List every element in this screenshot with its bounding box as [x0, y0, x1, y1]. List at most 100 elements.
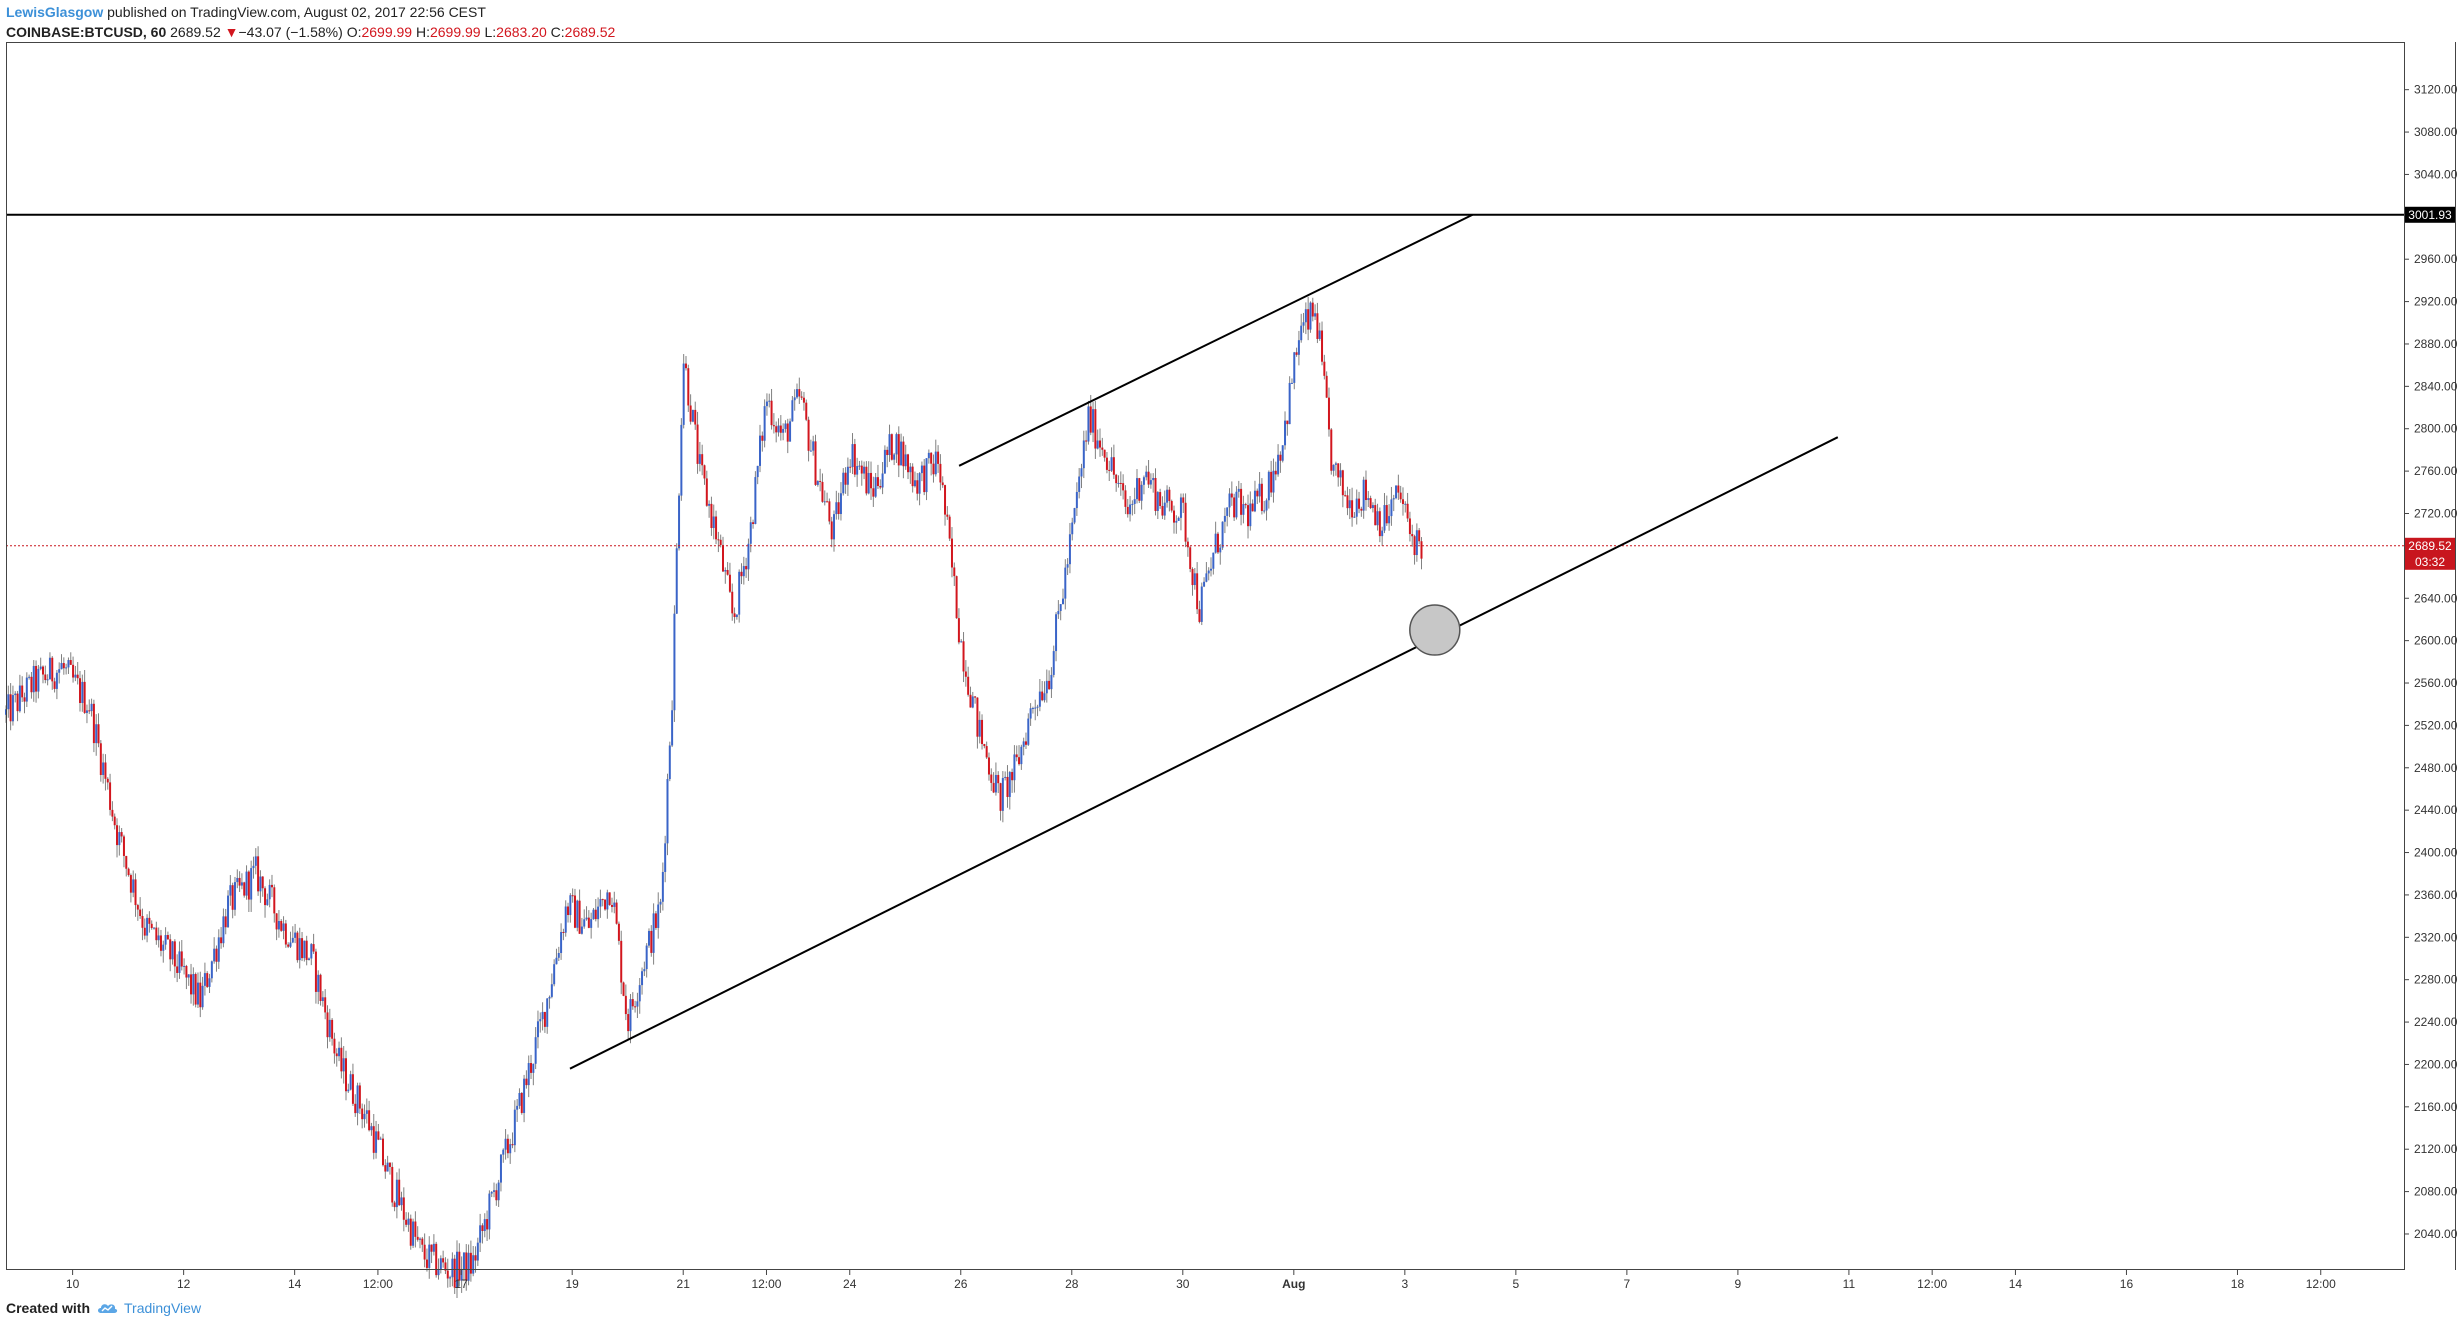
candle-body — [759, 435, 762, 466]
upper-channel-line[interactable] — [958, 213, 1473, 467]
tradingview-link[interactable]: TradingView — [124, 1300, 202, 1316]
candle-body — [1152, 477, 1155, 481]
candle-body — [802, 397, 805, 403]
candle-body — [550, 984, 553, 997]
candle-body — [1293, 352, 1296, 383]
candle-body — [964, 671, 967, 677]
candle-body — [1307, 309, 1310, 330]
close-label: C: — [550, 24, 565, 40]
candle-body — [243, 882, 246, 896]
candle-body — [153, 927, 156, 929]
author-link[interactable]: LewisGlasgow — [6, 4, 104, 20]
candle-body — [1249, 503, 1252, 527]
candle-body — [696, 424, 699, 464]
price-tick-label: 2440.00 — [2414, 803, 2458, 817]
candle-body — [627, 1014, 630, 1032]
candle-body — [1186, 541, 1189, 548]
candle-body — [37, 668, 40, 692]
time-tick-label: 21 — [677, 1277, 691, 1291]
price-tick-label: 2920.00 — [2414, 295, 2458, 309]
time-tick-label: 10 — [66, 1277, 80, 1291]
candle-body — [615, 902, 618, 924]
candle-body — [289, 942, 292, 947]
candle-body — [523, 1078, 526, 1113]
lower-channel-line[interactable] — [569, 436, 1839, 1070]
candle-body — [1136, 478, 1139, 500]
candle-body — [1166, 489, 1169, 503]
candle-body — [1156, 492, 1159, 511]
candle-body — [946, 514, 949, 517]
candle-body — [1098, 440, 1101, 448]
price-tick-label: 2320.00 — [2414, 930, 2458, 944]
candle-body — [462, 1252, 465, 1269]
candle-body — [881, 473, 884, 488]
symbol-label[interactable]: COINBASE:BTCUSD, 60 — [6, 24, 167, 40]
candle-body — [893, 454, 896, 460]
candle-body — [245, 871, 248, 896]
support-test-circle[interactable] — [1409, 604, 1461, 656]
candle-body — [474, 1255, 477, 1261]
candle-body — [664, 843, 667, 872]
candle-body — [259, 876, 262, 892]
candle-body — [1230, 493, 1233, 498]
chart-header: LewisGlasgow published on TradingView.co… — [6, 2, 2446, 40]
candle-body — [631, 999, 634, 1007]
candle-body — [157, 935, 160, 941]
time-axis: 10 12 14 12:00 17 19 21 12:00 24 26 28 30 Aug 3 5 7 9 11 1… — [66, 1270, 2336, 1291]
candle-body — [678, 495, 681, 549]
candle-body — [358, 1085, 361, 1109]
candle-body — [1064, 567, 1067, 599]
candle-body — [240, 882, 243, 886]
candle-body — [317, 974, 320, 992]
candle-body — [601, 899, 604, 901]
candle-body — [1057, 611, 1060, 615]
candle-body — [904, 454, 907, 467]
drawings[interactable] — [6, 213, 2404, 1070]
candle-body — [747, 543, 750, 570]
candle-body — [333, 1038, 336, 1054]
candle-body — [909, 466, 912, 473]
candle-body — [978, 719, 981, 737]
time-tick-label: 26 — [954, 1277, 968, 1291]
candle-body — [1404, 503, 1407, 505]
price-tick-label: 3040.00 — [2414, 167, 2458, 181]
price-tick-label: 2960.00 — [2414, 252, 2458, 266]
candle-body — [1129, 504, 1132, 515]
candle-body — [590, 919, 593, 928]
candle-body — [1364, 479, 1367, 501]
candle-body — [305, 940, 308, 960]
candle-body — [1043, 693, 1046, 701]
candle-body — [1314, 313, 1317, 317]
candle-body — [143, 927, 146, 936]
candle-body — [1024, 741, 1027, 745]
candle-body — [74, 674, 77, 678]
candle-body — [187, 974, 190, 978]
candle-body — [1316, 313, 1319, 339]
open-label: O: — [346, 24, 362, 40]
candle-body — [335, 1053, 338, 1057]
candle-body — [1092, 409, 1095, 433]
candle-body — [1018, 757, 1021, 765]
candle-body — [791, 400, 794, 422]
candle-body — [280, 920, 283, 931]
candle-body — [439, 1258, 442, 1270]
candle-body — [194, 974, 197, 1005]
candle-body — [527, 1063, 530, 1086]
candle-body — [918, 473, 921, 494]
candle-body — [703, 465, 706, 479]
candle-body — [1101, 447, 1104, 450]
candle-body — [853, 444, 856, 475]
candle-body — [835, 502, 838, 515]
candle-body — [264, 888, 267, 906]
time-tick-label: 12:00 — [363, 1277, 393, 1291]
candle-body — [419, 1238, 422, 1240]
open-value: 2699.99 — [361, 24, 413, 40]
candle-body — [1295, 352, 1298, 355]
candle-body — [1112, 457, 1115, 475]
candle-body — [576, 900, 579, 928]
candle-body — [1029, 708, 1032, 719]
time-tick-label: 19 — [566, 1277, 580, 1291]
candle-body — [32, 665, 35, 693]
candle-body — [51, 657, 54, 682]
